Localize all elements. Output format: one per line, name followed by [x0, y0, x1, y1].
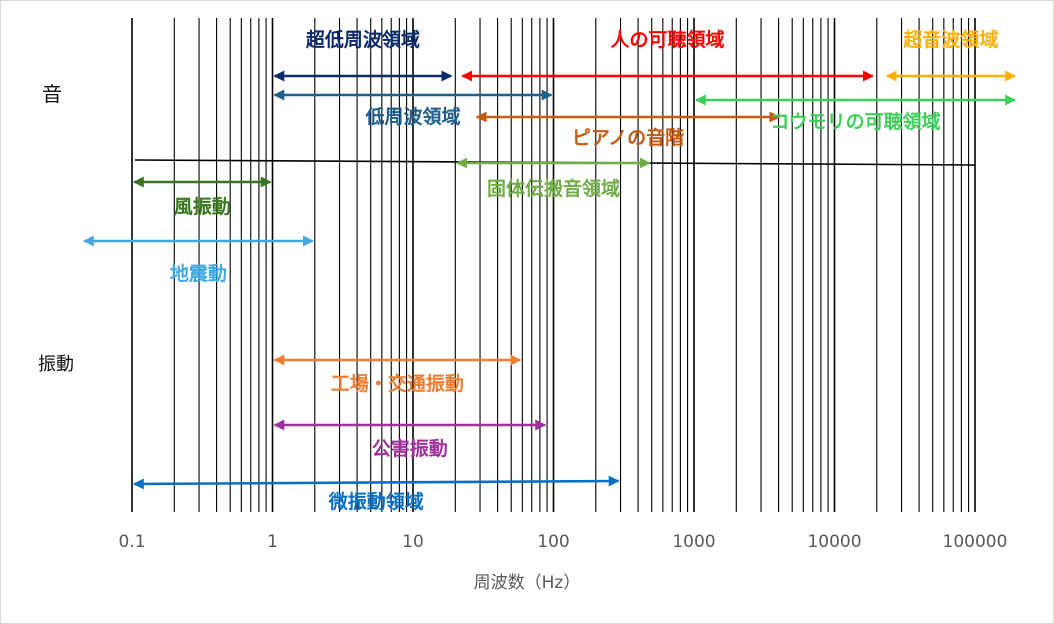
x-tick-label: 100: [537, 532, 569, 552]
x-tick-label: 10000: [807, 532, 861, 552]
range-label: 地震動: [170, 262, 227, 285]
range-label: 固体伝搬音領域: [487, 177, 620, 200]
x-tick-labels: 0.1 1 10 100 1000 10000 100000: [118, 532, 1007, 552]
range-label: ピアノの音階: [572, 126, 684, 149]
range-label: 人の可聴領域: [611, 28, 725, 51]
grid-lines: [131, 18, 976, 512]
range-label: 公害振動: [372, 437, 448, 460]
range-label: 工場・交通振動: [331, 372, 464, 395]
range-label: 微振動領域: [328, 490, 424, 513]
category-label-sound: 音: [42, 82, 62, 106]
range-label: 低周波領域: [364, 105, 460, 128]
range-label: コウモリの可聴領域: [770, 110, 940, 133]
x-tick-label: 1000: [672, 532, 715, 552]
range-label: 超低周波領域: [305, 28, 420, 51]
x-axis-title: 周波数（Hz）: [473, 573, 581, 593]
range-label: 風振動: [174, 195, 231, 218]
range-label: 超音波領域: [902, 28, 998, 51]
x-tick-label: 0.1: [118, 532, 145, 552]
x-tick-label: 1: [267, 532, 278, 552]
range-arrow: [132, 475, 620, 490]
category-label-vibration: 振動: [38, 354, 74, 375]
x-tick-label: 10: [402, 532, 424, 552]
range-arrows: [82, 70, 1017, 490]
x-tick-label: 100000: [943, 532, 1008, 552]
